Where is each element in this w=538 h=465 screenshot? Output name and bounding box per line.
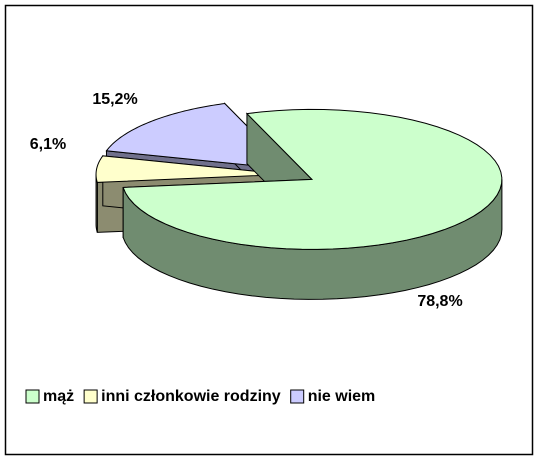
slice [95,155,287,183]
slice [122,108,503,250]
data-label: 78,8% [417,293,462,310]
slice-wall [95,174,98,233]
legend-label: mąż [43,388,74,405]
legend-swatch [83,389,98,404]
legend-label: inni członkowie rodziny [101,388,281,405]
legend-label: nie wiem [308,388,376,405]
legend-swatch [25,389,40,404]
legend-swatch [290,389,305,404]
data-label: 6,1% [30,136,66,153]
data-label: 15,2% [92,91,137,108]
slice [105,102,292,170]
